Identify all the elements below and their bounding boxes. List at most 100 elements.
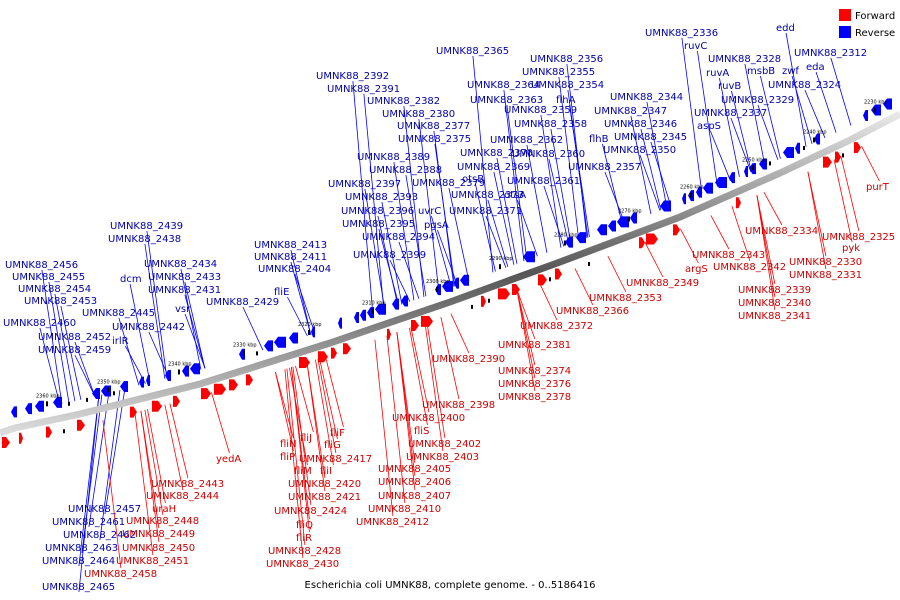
leader-line xyxy=(381,201,403,305)
leader-line xyxy=(697,50,718,187)
leader-line xyxy=(378,228,400,306)
forward-gene-label: UMNK88_2381 xyxy=(498,340,571,351)
leader-line xyxy=(731,90,752,172)
leader-line xyxy=(550,128,572,244)
reverse-gene xyxy=(311,326,315,338)
reverse-gene xyxy=(182,365,189,377)
reverse-gene xyxy=(120,381,128,392)
reverse-gene-label: UMNK88_2463 xyxy=(45,543,118,554)
leader-line xyxy=(41,269,63,404)
forward-gene-label: UMNK88_2340 xyxy=(738,298,811,309)
feature-marker xyxy=(68,401,70,406)
tick-mark xyxy=(690,192,692,198)
leader-line xyxy=(306,362,326,492)
forward-gene-label: UMNK88_2410 xyxy=(368,504,441,515)
feature-marker xyxy=(488,298,490,303)
reverse-gene-label: UMNK88_2361 xyxy=(507,176,580,187)
tick-mark xyxy=(499,264,501,270)
tick-label: 2330 kbp xyxy=(233,342,257,348)
leader-line xyxy=(646,101,668,208)
reverse-gene-label: UMNK88_2354 xyxy=(531,80,604,91)
leader-line xyxy=(48,281,70,403)
leader-line xyxy=(169,403,189,479)
axis-ticks: 2360 kbp 2350 kbp 2340 kbp 2330 kbp 2320 kbp… xyxy=(36,100,888,407)
feature-marker xyxy=(769,161,771,166)
forward-gene-label: UMNK88_2325 xyxy=(822,232,895,243)
forward-gene-label: UMNK88_2376 xyxy=(498,379,571,390)
forward-gene-label: UMNK88_2417 xyxy=(299,454,372,465)
reverse-gene-label: UMNK88_2462 xyxy=(63,530,136,541)
forward-gene xyxy=(201,388,211,400)
reverse-gene-label: UMNK88_2393 xyxy=(345,192,418,203)
leader-line xyxy=(731,206,751,262)
leader-line xyxy=(763,191,783,226)
reverse-gene xyxy=(165,370,171,381)
leader-line xyxy=(289,367,308,466)
forward-gene-label: UMNK88_2334 xyxy=(745,226,818,237)
leader-line xyxy=(410,327,430,413)
reverse-gene xyxy=(53,396,62,408)
reverse-gene-label: UMNK88_2434 xyxy=(144,259,217,270)
leader-line xyxy=(377,215,399,306)
forward-gene xyxy=(411,319,419,331)
reverse-gene-label: UMNK88_2312 xyxy=(794,48,867,59)
leader-line xyxy=(364,188,386,311)
leader-line xyxy=(757,104,779,161)
leader-line xyxy=(118,317,140,386)
forward-gene xyxy=(331,347,337,359)
leader-line xyxy=(569,104,590,238)
reverse-gene xyxy=(392,298,399,310)
reverse-gene-label: UMNK88_2392 xyxy=(316,71,389,82)
feature-marker xyxy=(471,304,473,309)
forward-gene xyxy=(639,237,645,249)
leader-line xyxy=(389,259,411,302)
leader-line xyxy=(147,409,166,504)
reverse-gene-label: pgsA xyxy=(424,220,449,231)
leader-line xyxy=(450,313,470,354)
tick-mark xyxy=(178,369,180,375)
forward-gene-label: yedA xyxy=(216,454,241,465)
leader-line xyxy=(319,358,338,440)
leader-line xyxy=(496,157,518,264)
leader-line xyxy=(180,268,202,370)
leader-line xyxy=(437,229,458,286)
reverse-gene-label: UMNK88_2389 xyxy=(357,152,430,163)
reverse-gene-label: UMNK88_2346 xyxy=(604,119,677,130)
reverse-gene-label: UMNK88_2442 xyxy=(112,322,185,333)
reverse-gene-label: UMNK88_2454 xyxy=(18,284,91,295)
reverse-gene-label: UMNK88_2429 xyxy=(206,297,279,308)
reverse-gene-label: UMNK88_2363 xyxy=(470,95,543,106)
leader-line xyxy=(352,80,374,315)
forward-gene-label: fliQ xyxy=(296,520,313,531)
tick-label: 2240 kbp xyxy=(803,129,827,135)
leader-line xyxy=(526,144,548,253)
reverse-gene-label: UMNK88_2360 xyxy=(512,149,585,160)
leader-line xyxy=(448,187,470,282)
reverse-gene xyxy=(92,388,100,399)
tick-mark xyxy=(436,286,438,292)
forward-gene-label: UMNK88_2343 xyxy=(692,250,765,261)
leader-line xyxy=(88,392,110,528)
reverse-gene-label: UMNK88_2460 xyxy=(3,318,76,329)
leader-line xyxy=(363,93,385,311)
reverse-gene-label: UMNK88_2391 xyxy=(327,84,400,95)
reverse-gene-label: UMNK88_2329 xyxy=(721,95,794,106)
forward-gene-label: UMNK88_2353 xyxy=(589,293,662,304)
reverse-gene-label: UMNK88_2439 xyxy=(110,221,183,232)
leader-line xyxy=(374,339,394,517)
forward-gene-label: UMNK88_2403 xyxy=(406,452,479,463)
leader-line xyxy=(102,420,122,569)
leader-line xyxy=(54,293,76,402)
leader-line xyxy=(39,327,61,405)
leader-line xyxy=(386,335,406,504)
leader-line xyxy=(144,409,164,516)
reverse-gene xyxy=(696,186,702,198)
leader-line xyxy=(211,392,230,454)
forward-gene-label: fliF xyxy=(330,428,345,439)
forward-gene xyxy=(173,395,180,407)
feature-marker xyxy=(549,277,551,282)
tick-label: 2350 kbp xyxy=(97,379,121,385)
reverse-gene-label: UMNK88_2379 xyxy=(412,178,485,189)
reverse-gene xyxy=(729,172,735,184)
leader-line xyxy=(129,283,151,383)
